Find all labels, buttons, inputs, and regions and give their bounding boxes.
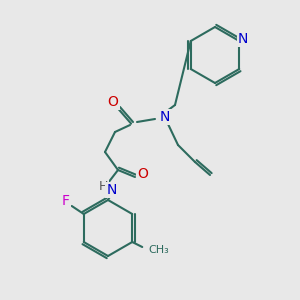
- Text: N: N: [107, 183, 117, 197]
- Text: CH₃: CH₃: [148, 245, 169, 255]
- Text: N: N: [160, 110, 170, 124]
- Text: F: F: [62, 194, 70, 208]
- Text: N: N: [238, 32, 248, 46]
- Text: O: O: [138, 167, 148, 181]
- Text: H: H: [98, 181, 108, 194]
- Text: O: O: [108, 95, 118, 109]
